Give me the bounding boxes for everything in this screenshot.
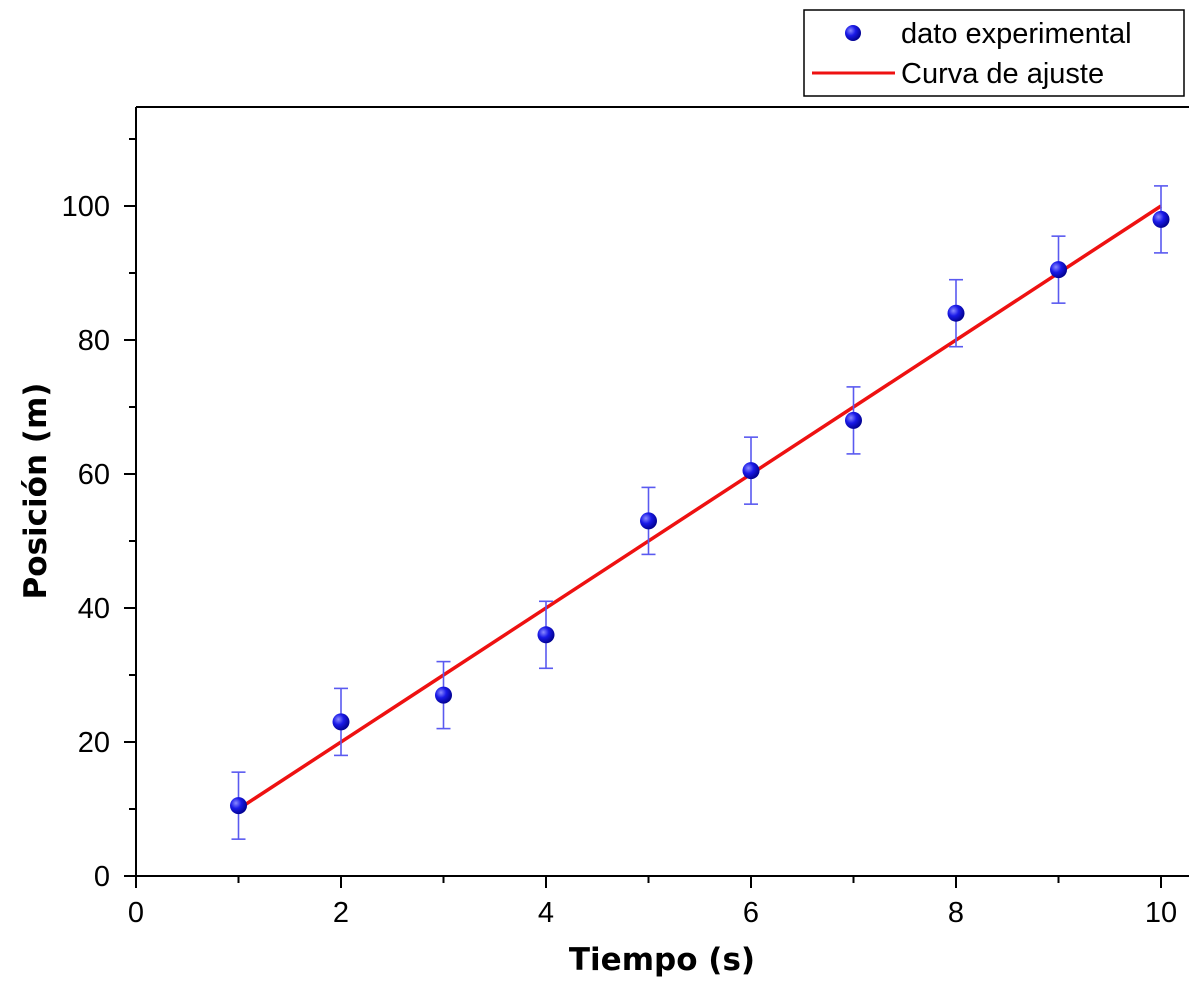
y-axis-title: Posición (m): [18, 383, 54, 600]
legend: dato experimental Curva de ajuste: [803, 9, 1185, 97]
legend-marker-dato-experimental: [845, 25, 861, 41]
y-tick-label: 20: [78, 727, 110, 759]
legend-label-curva-de-ajuste: Curva de ajuste: [901, 58, 1104, 90]
data-point: [845, 411, 862, 429]
data-point: [640, 512, 657, 530]
legend-box: [803, 9, 1185, 97]
y-tick-label: 60: [78, 459, 110, 491]
data-point: [435, 686, 452, 704]
error-bars-layer: [231, 185, 1168, 840]
y-tick-label: 40: [78, 593, 110, 625]
x-tick-label: 0: [128, 897, 144, 929]
data-point: [742, 462, 760, 480]
x-tick-label: 4: [538, 897, 554, 929]
fit-curve-layer: [237, 204, 1162, 811]
data-point: [230, 797, 247, 815]
data-point: [1050, 261, 1067, 279]
x-tick-label: 10: [1145, 897, 1177, 929]
data-point: [537, 626, 555, 644]
fit-line: [237, 204, 1162, 811]
x-tick-label: 8: [948, 897, 964, 929]
data-point: [332, 713, 350, 731]
x-tick-label: 2: [333, 897, 349, 929]
x-ticks: 0 2 4 6 8 10: [128, 876, 1177, 929]
y-tick-label: 100: [62, 191, 110, 223]
y-ticks: 0 20 40 60 80 100: [62, 138, 136, 893]
y-tick-label: 80: [78, 325, 110, 357]
data-points-layer: [230, 210, 1170, 815]
x-tick-label: 6: [743, 897, 759, 929]
x-axis-title: Tiempo (s): [569, 942, 755, 978]
data-point: [1152, 210, 1170, 228]
y-tick-label: 0: [94, 861, 110, 893]
legend-label-dato-experimental: dato experimental: [901, 18, 1132, 50]
axes-frame: [135, 106, 1189, 877]
data-point: [947, 304, 965, 322]
